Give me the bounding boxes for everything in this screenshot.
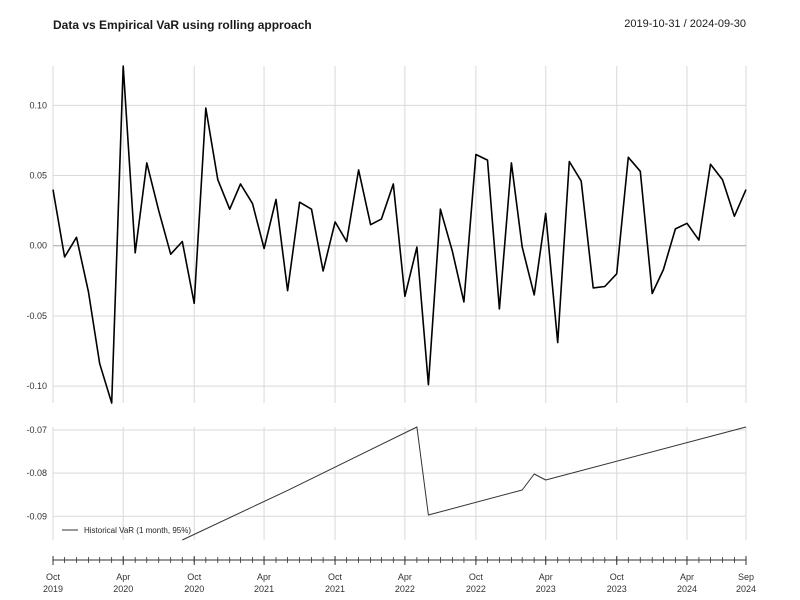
x-tick-month: Oct (187, 572, 202, 582)
x-tick-year: 2024 (736, 584, 756, 594)
x-tick-year: 2019 (43, 584, 63, 594)
y-tick-label: 0.00 (29, 241, 47, 251)
date-range: 2019-10-31 / 2024-09-30 (624, 18, 746, 30)
x-tick-year: 2021 (254, 584, 274, 594)
y-tick-label: -0.09 (26, 511, 47, 521)
x-tick-year: 2023 (607, 584, 627, 594)
x-tick-year: 2020 (184, 584, 204, 594)
x-tick-year: 2022 (466, 584, 486, 594)
vertical-gridlines (52, 66, 747, 540)
y-tick-label: -0.05 (26, 311, 47, 321)
legend-label: Historical VaR (1 month, 95%) (84, 526, 191, 535)
x-tick-year: 2020 (113, 584, 133, 594)
x-tick-month: Oct (469, 572, 484, 582)
var-series-line (182, 426, 747, 541)
returns-panel: 0.10 0.05 0.00 -0.05 -0.10 (26, 65, 747, 404)
x-axis: Oct 2019 Apr 2020 Oct 2020 Apr 2021 Oct 2021 Apr 20… (43, 556, 756, 594)
y-tick-label: -0.07 (26, 425, 47, 435)
x-tick-month: Apr (680, 572, 694, 582)
x-tick-month: Apr (398, 572, 412, 582)
y-tick-label: -0.10 (26, 381, 47, 391)
x-tick-year: 2024 (677, 584, 697, 594)
returns-series-line (52, 65, 747, 404)
x-tick-month: Oct (46, 572, 61, 582)
var-panel: -0.07 -0.08 -0.09 Historical VaR (1 month, … (26, 425, 747, 541)
x-tick-month: Apr (257, 572, 271, 582)
x-tick-month: Oct (328, 572, 343, 582)
x-tick-year: 2023 (536, 584, 556, 594)
x-tick-year: 2022 (395, 584, 415, 594)
y-tick-label: -0.08 (26, 468, 47, 478)
x-tick-month: Apr (539, 572, 553, 582)
x-tick-month: Sep (738, 572, 754, 582)
x-tick-year: 2021 (325, 584, 345, 594)
chart-title: Data vs Empirical VaR using rolling appr… (53, 18, 312, 32)
x-tick-month: Apr (116, 572, 130, 582)
y-tick-label: 0.05 (29, 171, 47, 181)
legend: Historical VaR (1 month, 95%) (62, 526, 191, 535)
y-tick-label: 0.10 (29, 100, 47, 110)
x-tick-month: Oct (610, 572, 625, 582)
